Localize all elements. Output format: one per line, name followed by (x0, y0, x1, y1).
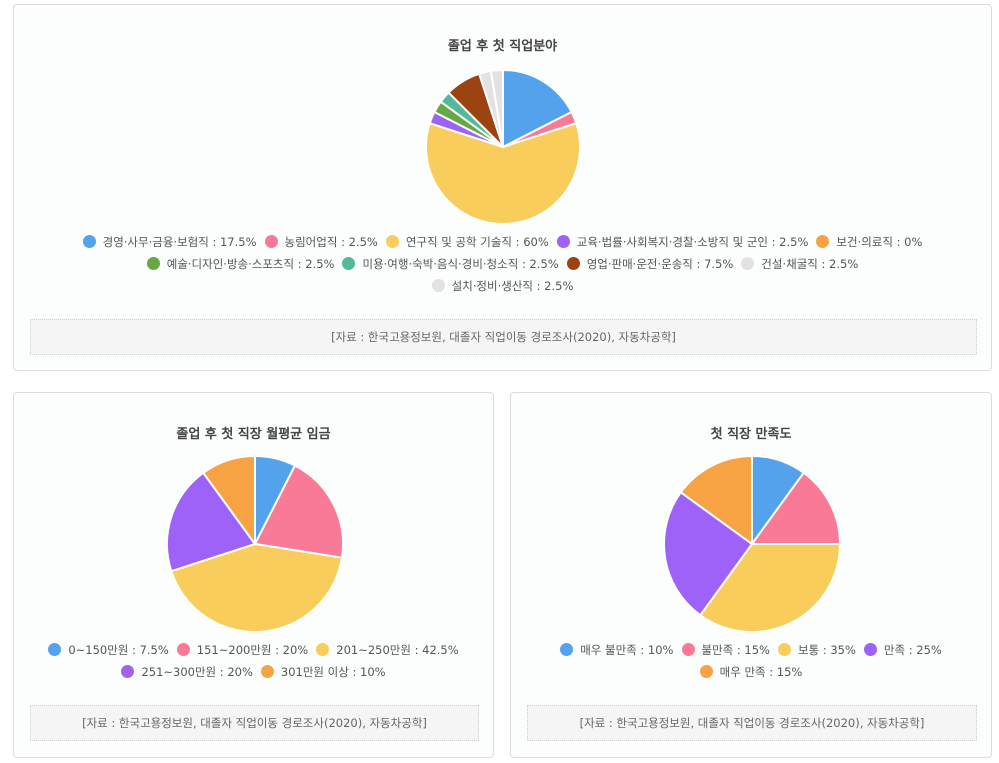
source-note: [자료 : 한국고용정보원, 대졸자 직업이동 경로조사(2020), 자동차공… (30, 705, 479, 741)
legend-label: 201~250만원 : 42.5% (336, 643, 459, 657)
pie-slice[interactable] (663, 491, 753, 617)
legend-item[interactable]: 농림어업직 : 2.5% (264, 231, 378, 253)
legend-item[interactable]: 경영·사무·금융·보험직 : 17.5% (82, 231, 257, 253)
legend-label: 교육·법률·사회복지·경찰·소방직 및 군인 : 2.5% (576, 235, 809, 249)
pie-slice[interactable] (699, 543, 841, 633)
pie-slice[interactable] (502, 69, 573, 148)
legend-swatch (48, 643, 62, 656)
legend-item[interactable]: 교육·법률·사회복지·경찰·소방직 및 군인 : 2.5% (556, 231, 809, 253)
legend-item[interactable]: 설치·정비·생산직 : 2.5% (431, 275, 574, 297)
legend-swatch (741, 257, 755, 270)
legend-satisfaction: 매우 불만족 : 10% 불만족 : 15% 보통 : 35% 만족 : 25% 매우 … (511, 639, 991, 683)
legend-label: 경영·사무·금융·보험직 : 17.5% (102, 235, 257, 249)
legend-label: 농림어업직 : 2.5% (284, 235, 378, 249)
chart-title: 졸업 후 첫 직업분야 (447, 39, 558, 54)
legend-label: 불만족 : 15% (701, 643, 771, 657)
pie-slice[interactable] (425, 122, 581, 225)
legend-item[interactable]: 301만원 이상 : 10% (260, 661, 386, 683)
legend-label: 예술·디자인·방송·스포츠직 : 2.5% (166, 257, 335, 271)
legend-label: 보건·의료직 : 0% (836, 235, 923, 249)
legend-label: 0~150만원 : 7.5% (68, 643, 169, 657)
legend-job-field: 경영·사무·금융·보험직 : 17.5% 농림어업직 : 2.5% 연구직 및 공학… (14, 231, 991, 297)
pie-slice[interactable] (170, 543, 343, 633)
legend-item[interactable]: 201~250만원 : 42.5% (316, 639, 459, 661)
pie-chart-job-field (425, 69, 581, 225)
legend-label: 251~300만원 : 20% (141, 665, 253, 679)
legend-swatch (778, 643, 791, 656)
legend-swatch (260, 665, 274, 678)
legend-item[interactable]: 0~150만원 : 7.5% (48, 639, 169, 661)
legend-swatch (264, 235, 278, 248)
legend-swatch (556, 235, 570, 248)
legend-label: 매우 만족 : 15% (719, 665, 803, 679)
legend-swatch (82, 235, 96, 248)
pie-slice[interactable] (254, 464, 344, 559)
legend-item[interactable]: 151~200만원 : 20% (176, 639, 309, 661)
pie-chart-satisfaction (663, 455, 841, 633)
legend-item[interactable]: 미용·여행·숙박·음식·경비·청소직 : 2.5% (342, 253, 559, 275)
legend-item[interactable]: 건설·채굴직 : 2.5% (741, 253, 858, 275)
legend-item[interactable]: 연구직 및 공학 기술직 : 60% (385, 231, 549, 253)
legend-label: 151~200만원 : 20% (196, 643, 309, 657)
legend-label: 미용·여행·숙박·음식·경비·청소직 : 2.5% (362, 257, 559, 271)
legend-item[interactable]: 매우 만족 : 15% (699, 661, 803, 683)
legend-item[interactable]: 보통 : 35% (778, 639, 856, 661)
legend-swatch (176, 643, 190, 656)
legend-label: 영업·판매·운전·운송직 : 7.5% (586, 257, 734, 271)
legend-swatch (560, 643, 574, 656)
legend-swatch (566, 257, 580, 270)
source-note: [자료 : 한국고용정보원, 대졸자 직업이동 경로조사(2020), 자동차공… (527, 705, 977, 741)
legend-swatch (863, 643, 877, 656)
legend-label: 연구직 및 공학 기술직 : 60% (405, 235, 549, 249)
pie-slice[interactable] (489, 69, 504, 148)
chart-card-job-field: 졸업 후 첫 직업분야 경영·사무·금융·보험직 : 17.5% 농림어업직 : … (13, 4, 992, 371)
chart-card-wage: 졸업 후 첫 직장 월평균 임금 0~150만원 : 7.5% 151~200만원… (13, 392, 494, 758)
legend-label: 만족 : 25% (883, 643, 942, 657)
legend-swatch (146, 257, 160, 270)
chart-title: 첫 직장 만족도 (710, 427, 792, 442)
source-note: [자료 : 한국고용정보원, 대졸자 직업이동 경로조사(2020), 자동차공… (30, 319, 977, 355)
legend-swatch (385, 235, 399, 248)
pie-slice[interactable] (166, 471, 256, 573)
legend-label: 보통 : 35% (798, 643, 856, 657)
legend-swatch (316, 643, 330, 656)
legend-label: 건설·채굴직 : 2.5% (761, 257, 859, 271)
legend-label: 설치·정비·생산직 : 2.5% (451, 279, 574, 293)
legend-label: 301만원 이상 : 10% (280, 665, 386, 679)
pie-chart-wage (166, 455, 344, 633)
legend-swatch (816, 235, 830, 248)
chart-card-satisfaction: 첫 직장 만족도 매우 불만족 : 10% 불만족 : 15% 보통 : 35% 만족… (510, 392, 992, 758)
legend-wage: 0~150만원 : 7.5% 151~200만원 : 20% 201~250만원 :… (14, 639, 493, 683)
legend-swatch (342, 257, 356, 270)
legend-item[interactable]: 예술·디자인·방송·스포츠직 : 2.5% (146, 253, 335, 275)
legend-item[interactable]: 251~300만원 : 20% (121, 661, 253, 683)
legend-swatch (681, 643, 695, 656)
legend-item[interactable]: 보건·의료직 : 0% (816, 231, 922, 253)
pie-slice[interactable] (202, 455, 256, 545)
pie-slice[interactable] (679, 455, 753, 545)
legend-label: 매우 불만족 : 10% (580, 643, 674, 657)
legend-swatch (121, 665, 135, 678)
legend-item[interactable]: 만족 : 25% (863, 639, 942, 661)
legend-item[interactable]: 매우 불만족 : 10% (560, 639, 674, 661)
chart-title: 졸업 후 첫 직장 월평균 임금 (176, 427, 331, 442)
legend-swatch (699, 665, 713, 678)
legend-item[interactable]: 영업·판매·운전·운송직 : 7.5% (566, 253, 734, 275)
pie-slice[interactable] (751, 471, 841, 545)
legend-item[interactable]: 불만족 : 15% (681, 639, 771, 661)
legend-swatch (431, 279, 445, 292)
